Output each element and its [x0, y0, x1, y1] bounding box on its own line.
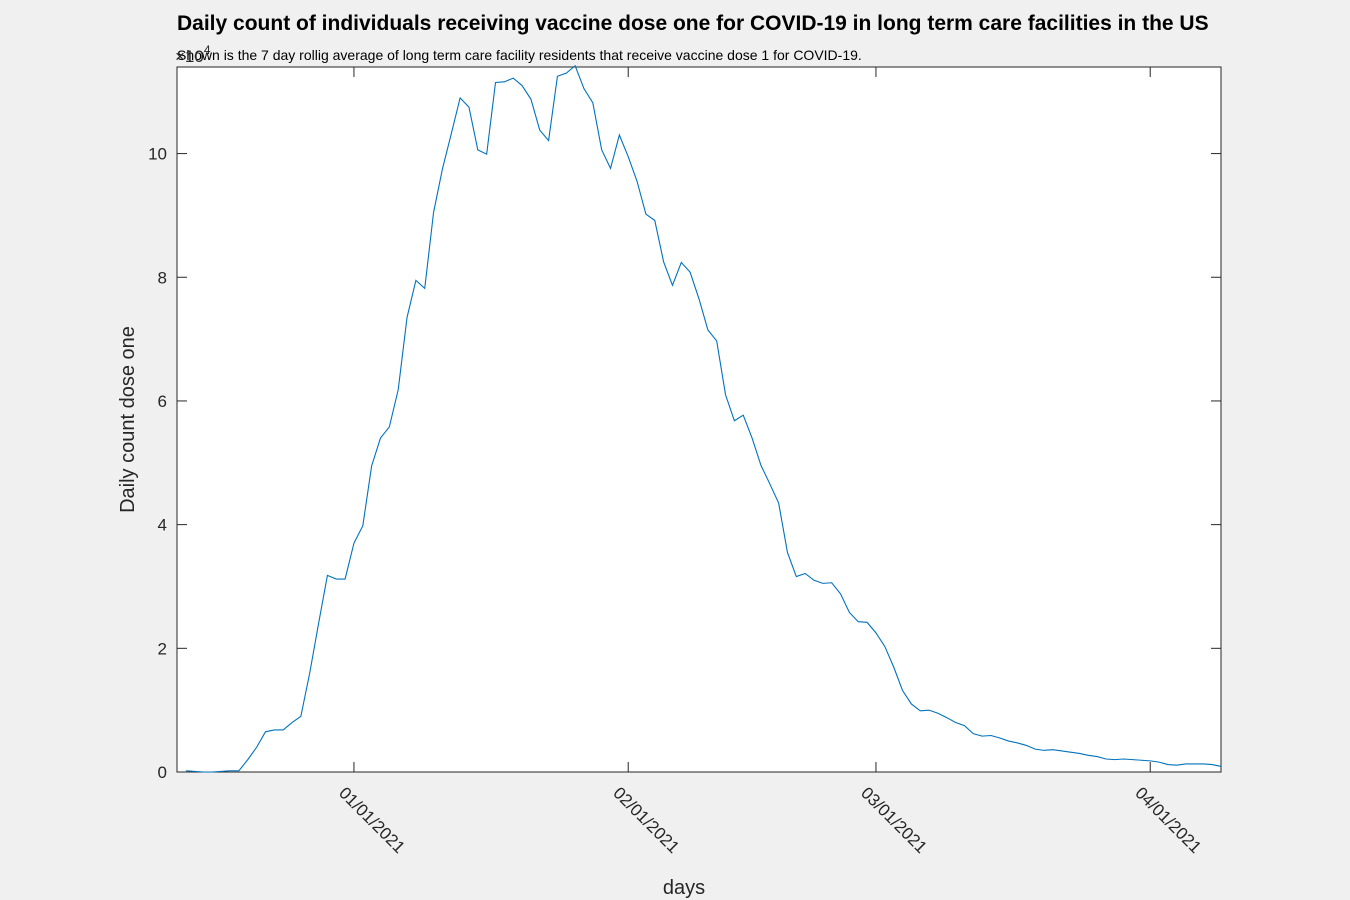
- x-tick-label: 02/01/2021: [609, 783, 683, 857]
- y-tick-label: 0: [158, 763, 167, 782]
- chart-title: Daily count of individuals receiving vac…: [177, 12, 1209, 35]
- x-axis-label: days: [663, 877, 705, 899]
- y-exponent-label: ×104: [175, 43, 211, 66]
- y-tick-label: 10: [148, 145, 167, 164]
- y-tick-label: 6: [158, 392, 167, 411]
- y-tick-label: 4: [158, 516, 167, 535]
- x-tick-label: 01/01/2021: [335, 783, 409, 857]
- plot-area: [176, 66, 1222, 773]
- y-exponent-base: ×10: [175, 47, 204, 66]
- y-exponent-power: 4: [204, 43, 211, 57]
- y-tick-label: 8: [158, 268, 167, 287]
- x-tick-label: 04/01/2021: [1131, 783, 1205, 857]
- chart-subtitle: Shown is the 7 day rollig average of lon…: [177, 47, 862, 63]
- y-tick-label: 2: [158, 639, 167, 658]
- series-line-0: [185, 64, 1222, 773]
- x-tick-label: 03/01/2021: [857, 783, 931, 857]
- y-axis-label: Daily count dose one: [117, 326, 139, 513]
